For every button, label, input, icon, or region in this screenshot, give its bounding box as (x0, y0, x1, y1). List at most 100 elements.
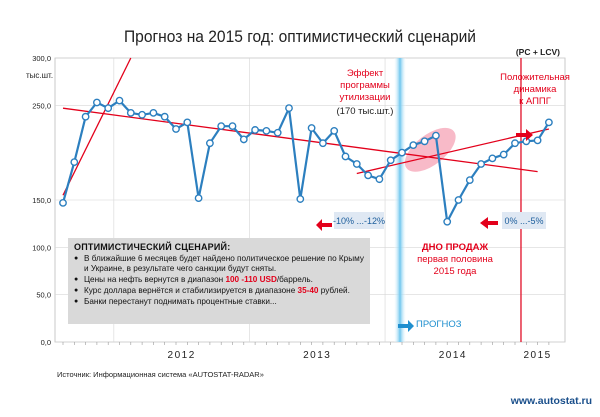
annotation-line: 2015 года (434, 266, 478, 277)
scenario-list: В ближайшие 6 месяцев будет найдено поли… (74, 254, 364, 307)
drop-range-label: -10% ...-12% (333, 216, 385, 226)
data-point (341, 152, 350, 161)
data-point (352, 160, 361, 168)
data-point (160, 112, 169, 121)
data-point (285, 104, 293, 113)
scenario-item: Цены на нефть вернутся в диапазон 100 -1… (74, 275, 364, 285)
trend-descending-line (62, 107, 538, 173)
y-tick-label: 100,0 (32, 243, 51, 252)
data-point (70, 158, 79, 167)
annotation-line: Эффект (347, 68, 384, 79)
data-point (465, 176, 474, 185)
y-tick-label: 250,0 (32, 101, 51, 110)
x-tick-label: 2012 (168, 350, 196, 361)
data-point (533, 136, 542, 145)
annotation-bottom: ДНО ПРОДАЖ первая половина 2015 года (417, 242, 493, 277)
drop-range-box (334, 212, 384, 229)
annotation-line: программы (340, 80, 390, 91)
data-point (93, 98, 101, 107)
data-point (183, 118, 192, 127)
annotation-positive: Положительная динамика к АППГ (500, 72, 570, 107)
data-point (318, 139, 327, 148)
data-point (499, 150, 508, 159)
data-point (488, 154, 497, 163)
scenario-text: /баррель. (276, 275, 313, 284)
y-axis-unit: тыс.шт. (26, 71, 53, 80)
scenario-box: ОПТИМИСТИЧЕСКИЙ СЦЕНАРИЙ: В ближайшие 6 … (68, 238, 370, 324)
data-point (104, 104, 113, 113)
data-point (138, 110, 147, 119)
data-point (149, 109, 158, 117)
annotation-line: к АППГ (519, 96, 551, 107)
x-tick-label: 2015 (523, 350, 551, 361)
data-point (307, 124, 316, 132)
source-note: Источник: Информационная система «AUTOST… (57, 370, 264, 379)
scenario-item: Банки перестанут поднимать процентные ст… (74, 297, 364, 307)
data-point (228, 122, 237, 131)
y-tick-label: 150,0 (32, 196, 51, 205)
series-points (59, 96, 553, 226)
series-line (61, 99, 550, 223)
annotation-line: первая половина (417, 254, 493, 265)
data-point (477, 160, 485, 168)
data-point (398, 148, 406, 157)
site-logo: www.autostat.ru (510, 395, 592, 407)
scenario-text: Курс доллара вернётся и стабилизируется … (84, 286, 298, 295)
highlight-zone (404, 127, 456, 172)
grid (54, 57, 566, 343)
scenario-item: В ближайшие 6 месяцев будет найдено поли… (74, 254, 364, 274)
data-point (420, 137, 429, 146)
forecast-range-label: 0% ...-5% (504, 216, 543, 226)
scenario-text: рублей. (318, 286, 350, 295)
chart-title: Прогноз на 2015 год: оптимистический сце… (124, 27, 476, 46)
utilization-highlight (404, 127, 456, 172)
data-point (194, 194, 203, 203)
forecast-range-arrow-icon (480, 217, 498, 229)
axes: 0,0 50,0 100,0 150,0 250,0 300,0 2012 2013 2014 2… (32, 54, 551, 361)
annotation-line: динамика (514, 84, 558, 95)
rate-highlight: 35-40 (297, 286, 319, 295)
data-point (364, 171, 372, 180)
data-point (545, 118, 553, 127)
forecast-range-box (502, 212, 546, 229)
data-point (251, 126, 260, 134)
scenario-text: Цены на нефть вернутся в диапазон (84, 275, 226, 284)
trend-lines (62, 57, 550, 196)
annotation-line: утилизации (340, 92, 391, 103)
forecast-band (394, 58, 406, 342)
scenario-item: Курс доллара вернётся и стабилизируется … (74, 286, 364, 296)
sales-line (61, 99, 550, 223)
data-point (431, 131, 440, 140)
y-tick-label: 50,0 (36, 291, 51, 300)
data-point (262, 126, 271, 135)
annotation-util-effect: Эффект программы утилизации (170 тыс.шт.… (337, 68, 394, 117)
x-tick-label: 2013 (303, 350, 331, 361)
data-point (217, 122, 226, 131)
scenario-text: В ближайшие 6 месяцев будет найдено поли… (84, 254, 364, 273)
data-point (126, 109, 135, 117)
y-tick-label: 0,0 (41, 338, 51, 347)
data-point (443, 217, 452, 226)
data-point (454, 196, 463, 204)
legend-note: (PC + LCV) (516, 47, 560, 57)
scenario-text: Банки перестанут поднимать процентные ст… (84, 297, 277, 306)
data-point (386, 156, 395, 165)
data-point (296, 195, 305, 203)
data-point (239, 135, 248, 144)
oil-price-highlight: 100 -110 USD (225, 275, 277, 284)
positive-arrow-icon (516, 129, 533, 141)
data-point (330, 126, 339, 135)
data-point (273, 128, 282, 137)
data-point (205, 139, 214, 148)
y-tick-label: 300,0 (32, 54, 51, 63)
drop-range-arrow-icon (316, 219, 332, 231)
data-point (375, 175, 384, 184)
trend-2012-line (62, 57, 132, 196)
x-tick-label: 2014 (439, 350, 467, 361)
data-point (511, 139, 519, 148)
data-point (409, 141, 418, 149)
data-point (172, 125, 180, 133)
annotation-line: ДНО ПРОДАЖ (422, 242, 489, 253)
data-point (59, 198, 67, 207)
